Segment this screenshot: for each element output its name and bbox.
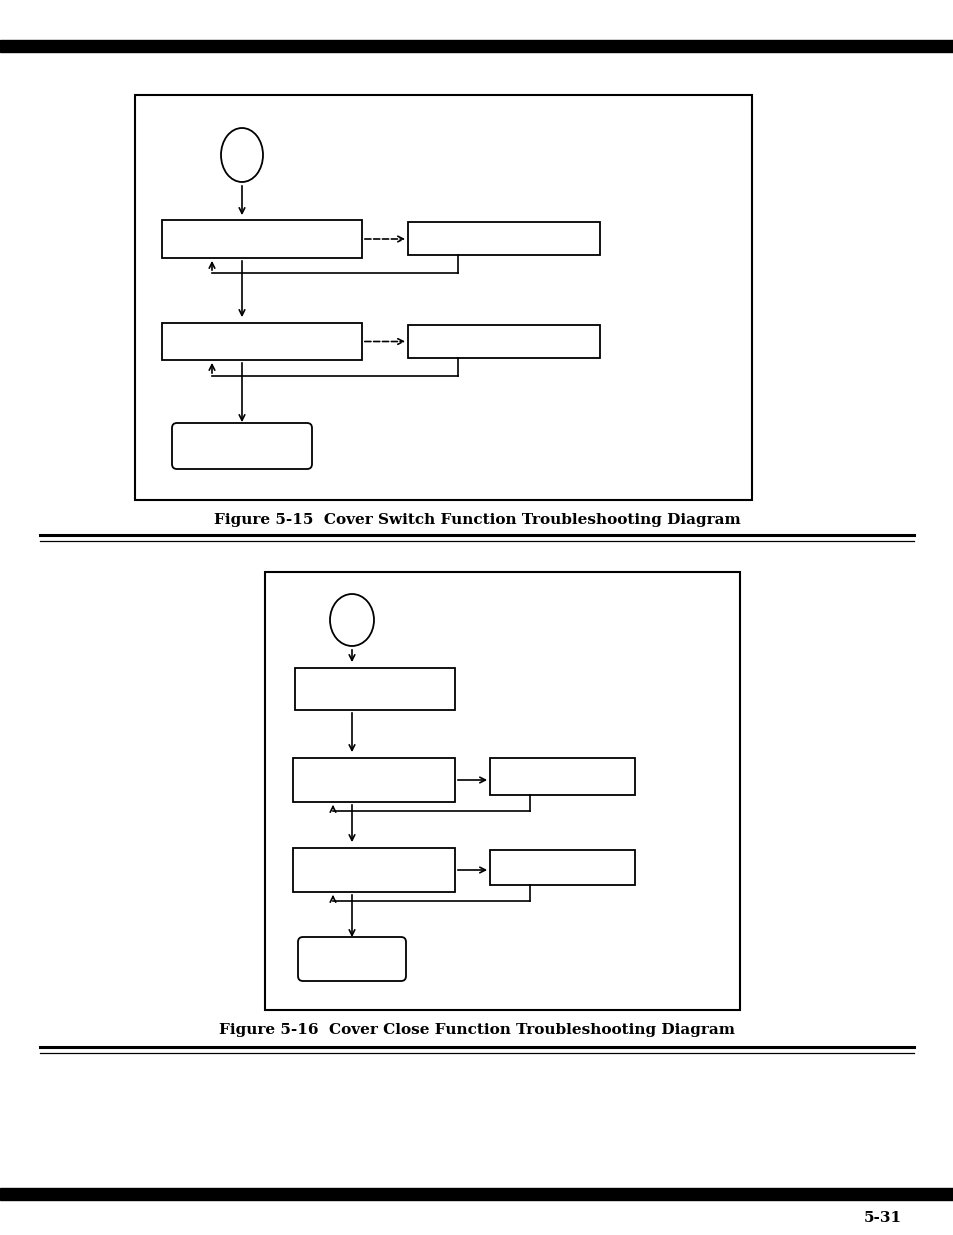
Text: 5-31: 5-31 <box>863 1212 901 1225</box>
Bar <box>293 848 455 892</box>
Bar <box>490 850 635 885</box>
Bar <box>408 325 599 358</box>
Text: Figure 5-15  Cover Switch Function Troubleshooting Diagram: Figure 5-15 Cover Switch Function Troubl… <box>213 513 740 527</box>
Bar <box>265 572 740 1010</box>
Text: Figure 5-16  Cover Close Function Troubleshooting Diagram: Figure 5-16 Cover Close Function Trouble… <box>219 1023 734 1037</box>
Bar <box>162 324 361 359</box>
Bar <box>0 40 953 52</box>
Bar <box>490 758 635 795</box>
Bar <box>0 1188 953 1200</box>
Bar <box>135 95 751 500</box>
Bar <box>293 758 455 802</box>
Bar <box>162 220 361 258</box>
Bar <box>408 222 599 254</box>
Bar <box>294 668 455 710</box>
